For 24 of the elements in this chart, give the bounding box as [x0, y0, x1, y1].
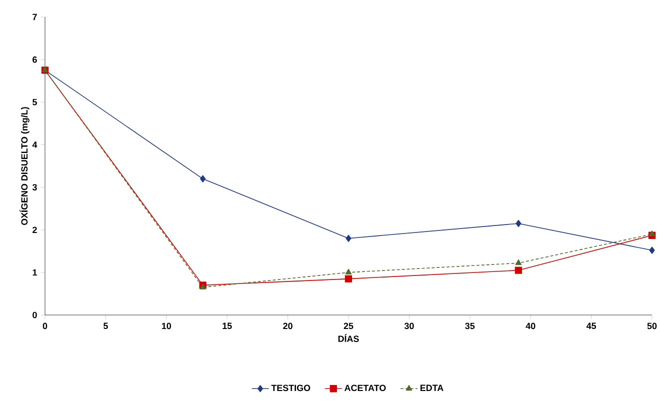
x-tick-label: 15: [222, 322, 232, 330]
y-axis-title: OXÍGENO DISUELTO (mg/L): [20, 107, 30, 225]
x-tick-label: 40: [526, 322, 536, 330]
y-tick-label: 4: [32, 142, 38, 148]
legend-label: EDTA: [420, 384, 444, 391]
x-axis-title: DÍAS: [338, 334, 359, 342]
y-tick-label: 5: [32, 99, 37, 106]
legend-label: TESTIGO: [271, 384, 310, 392]
y-tick-label: 7: [32, 14, 37, 20]
legend-label: ACETATO: [344, 384, 386, 392]
y-tick-label: 6: [32, 56, 37, 63]
x-tick-label: 30: [404, 322, 414, 330]
x-tick-label: 45: [586, 322, 596, 330]
x-tick-label: 5: [103, 322, 108, 330]
x-tick-label: 35: [465, 322, 475, 330]
y-tick-label: 1: [32, 269, 37, 276]
y-tick-label: 2: [32, 226, 37, 233]
x-tick-label: 10: [162, 322, 172, 330]
x-tick-label: 0: [42, 322, 48, 330]
x-tick-label: 25: [344, 322, 354, 330]
y-tick-label: 3: [32, 184, 37, 190]
x-tick-label: 20: [283, 322, 292, 330]
y-tick-label: 0: [32, 312, 37, 318]
x-tick-label: 50: [647, 322, 657, 330]
